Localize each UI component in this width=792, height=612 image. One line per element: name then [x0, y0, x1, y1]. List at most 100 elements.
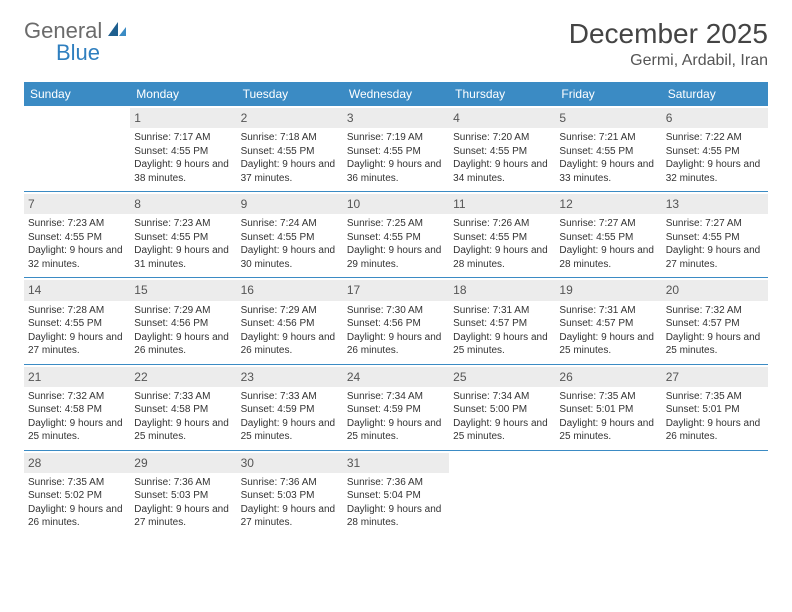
day-number: 23 — [237, 367, 343, 387]
calendar-cell: 11Sunrise: 7:26 AMSunset: 4:55 PMDayligh… — [449, 192, 555, 277]
day-number: 11 — [449, 194, 555, 214]
daylight-line: Daylight: 9 hours and 33 minutes. — [559, 158, 657, 185]
calendar-cell: 21Sunrise: 7:32 AMSunset: 4:58 PMDayligh… — [24, 365, 130, 450]
daylight-line: Daylight: 9 hours and 29 minutes. — [347, 244, 445, 271]
sunrise-line: Sunrise: 7:35 AM — [28, 476, 126, 490]
sunset-line: Sunset: 4:55 PM — [134, 145, 232, 159]
page-header: General December 2025 Germi, Ardabil, Ir… — [24, 18, 768, 70]
sunrise-line: Sunrise: 7:35 AM — [559, 390, 657, 404]
sunset-line: Sunset: 4:58 PM — [134, 403, 232, 417]
calendar: Sunday Monday Tuesday Wednesday Thursday… — [24, 82, 768, 536]
sunrise-line: Sunrise: 7:28 AM — [28, 304, 126, 318]
calendar-week: 28Sunrise: 7:35 AMSunset: 5:02 PMDayligh… — [24, 451, 768, 536]
calendar-cell: 5Sunrise: 7:21 AMSunset: 4:55 PMDaylight… — [555, 106, 661, 191]
logo-word-2: Blue — [56, 40, 100, 66]
daylight-line: Daylight: 9 hours and 28 minutes. — [347, 503, 445, 530]
day-number: 19 — [555, 280, 661, 300]
daylight-line: Daylight: 9 hours and 27 minutes. — [134, 503, 232, 530]
calendar-cell: 14Sunrise: 7:28 AMSunset: 4:55 PMDayligh… — [24, 278, 130, 363]
sunrise-line: Sunrise: 7:27 AM — [559, 217, 657, 231]
sunrise-line: Sunrise: 7:36 AM — [134, 476, 232, 490]
calendar-week: 21Sunrise: 7:32 AMSunset: 4:58 PMDayligh… — [24, 365, 768, 451]
daylight-line: Daylight: 9 hours and 34 minutes. — [453, 158, 551, 185]
daylight-line: Daylight: 9 hours and 38 minutes. — [134, 158, 232, 185]
calendar-cell — [662, 451, 768, 536]
daylight-line: Daylight: 9 hours and 30 minutes. — [241, 244, 339, 271]
sunset-line: Sunset: 4:55 PM — [666, 145, 764, 159]
day-number: 9 — [237, 194, 343, 214]
calendar-cell: 15Sunrise: 7:29 AMSunset: 4:56 PMDayligh… — [130, 278, 236, 363]
sunrise-line: Sunrise: 7:34 AM — [453, 390, 551, 404]
sunset-line: Sunset: 4:59 PM — [347, 403, 445, 417]
daylight-line: Daylight: 9 hours and 25 minutes. — [453, 331, 551, 358]
calendar-cell: 23Sunrise: 7:33 AMSunset: 4:59 PMDayligh… — [237, 365, 343, 450]
daylight-line: Daylight: 9 hours and 25 minutes. — [28, 417, 126, 444]
daylight-line: Daylight: 9 hours and 32 minutes. — [666, 158, 764, 185]
sunrise-line: Sunrise: 7:23 AM — [134, 217, 232, 231]
sunrise-line: Sunrise: 7:26 AM — [453, 217, 551, 231]
calendar-cell: 17 Sunrise: 7:30 AMSunset: 4:56 PMDayligh… — [343, 278, 449, 363]
sunrise-line: Sunrise: 7:19 AM — [347, 131, 445, 145]
daylight-line: Daylight: 9 hours and 26 minutes. — [347, 331, 445, 358]
daylight-line: Daylight: 9 hours and 27 minutes. — [666, 244, 764, 271]
day-number: 25 — [449, 367, 555, 387]
sunrise-line: Sunrise: 7:31 AM — [453, 304, 551, 318]
sunset-line: Sunset: 4:56 PM — [347, 317, 445, 331]
sunset-line: Sunset: 4:55 PM — [559, 145, 657, 159]
sunrise-line: Sunrise: 7:35 AM — [666, 390, 764, 404]
calendar-week: 7Sunrise: 7:23 AMSunset: 4:55 PMDaylight… — [24, 192, 768, 278]
day-number: 4 — [449, 108, 555, 128]
day-number: 27 — [662, 367, 768, 387]
calendar-cell: 7Sunrise: 7:23 AMSunset: 4:55 PMDaylight… — [24, 192, 130, 277]
day-number: 3 — [343, 108, 449, 128]
sunrise-line: Sunrise: 7:30 AM — [347, 304, 445, 318]
calendar-cell: 3 Sunrise: 7:19 AMSunset: 4:55 PMDaylight… — [343, 106, 449, 191]
logo-sail-icon — [106, 18, 128, 44]
weekday-header: Monday — [130, 82, 236, 106]
daylight-line: Daylight: 9 hours and 26 minutes. — [666, 417, 764, 444]
calendar-cell: 8Sunrise: 7:23 AMSunset: 4:55 PMDaylight… — [130, 192, 236, 277]
sunset-line: Sunset: 4:55 PM — [453, 145, 551, 159]
daylight-line: Daylight: 9 hours and 25 minutes. — [347, 417, 445, 444]
sunset-line: Sunset: 4:56 PM — [241, 317, 339, 331]
sunset-line: Sunset: 4:55 PM — [666, 231, 764, 245]
sunset-line: Sunset: 4:59 PM — [241, 403, 339, 417]
day-number: 22 — [130, 367, 236, 387]
sunrise-line: Sunrise: 7:36 AM — [241, 476, 339, 490]
daylight-line: Daylight: 9 hours and 25 minutes. — [241, 417, 339, 444]
day-number: 13 — [662, 194, 768, 214]
calendar-cell: 29Sunrise: 7:36 AMSunset: 5:03 PMDayligh… — [130, 451, 236, 536]
calendar-cell: 18Sunrise: 7:31 AMSunset: 4:57 PMDayligh… — [449, 278, 555, 363]
sunset-line: Sunset: 4:55 PM — [28, 317, 126, 331]
calendar-cell: 10Sunrise: 7:25 AMSunset: 4:55 PMDayligh… — [343, 192, 449, 277]
day-number: 26 — [555, 367, 661, 387]
calendar-cell: 24Sunrise: 7:34 AMSunset: 4:59 PMDayligh… — [343, 365, 449, 450]
calendar-cell: 16Sunrise: 7:29 AMSunset: 4:56 PMDayligh… — [237, 278, 343, 363]
calendar-cell: 20Sunrise: 7:32 AMSunset: 4:57 PMDayligh… — [662, 278, 768, 363]
sunrise-line: Sunrise: 7:29 AM — [134, 304, 232, 318]
calendar-cell: 28Sunrise: 7:35 AMSunset: 5:02 PMDayligh… — [24, 451, 130, 536]
day-number: 12 — [555, 194, 661, 214]
day-number: 16 — [237, 280, 343, 300]
daylight-line: Daylight: 9 hours and 36 minutes. — [347, 158, 445, 185]
sunset-line: Sunset: 4:55 PM — [347, 145, 445, 159]
weekday-header: Saturday — [662, 82, 768, 106]
daylight-line: Daylight: 9 hours and 25 minutes. — [559, 331, 657, 358]
daylight-line: Daylight: 9 hours and 25 minutes. — [666, 331, 764, 358]
weekday-header-row: Sunday Monday Tuesday Wednesday Thursday… — [24, 82, 768, 106]
calendar-cell: 26Sunrise: 7:35 AMSunset: 5:01 PMDayligh… — [555, 365, 661, 450]
day-number: 10 — [343, 194, 449, 214]
sunset-line: Sunset: 4:55 PM — [347, 231, 445, 245]
sunset-line: Sunset: 4:55 PM — [28, 231, 126, 245]
sunset-line: Sunset: 4:57 PM — [453, 317, 551, 331]
sunset-line: Sunset: 4:58 PM — [28, 403, 126, 417]
day-number: 17 — [343, 280, 449, 300]
sunset-line: Sunset: 5:03 PM — [134, 489, 232, 503]
calendar-cell: 27Sunrise: 7:35 AMSunset: 5:01 PMDayligh… — [662, 365, 768, 450]
day-number: 5 — [555, 108, 661, 128]
sunrise-line: Sunrise: 7:20 AM — [453, 131, 551, 145]
sunrise-line: Sunrise: 7:34 AM — [347, 390, 445, 404]
sunset-line: Sunset: 4:55 PM — [559, 231, 657, 245]
daylight-line: Daylight: 9 hours and 25 minutes. — [453, 417, 551, 444]
daylight-line: Daylight: 9 hours and 28 minutes. — [453, 244, 551, 271]
